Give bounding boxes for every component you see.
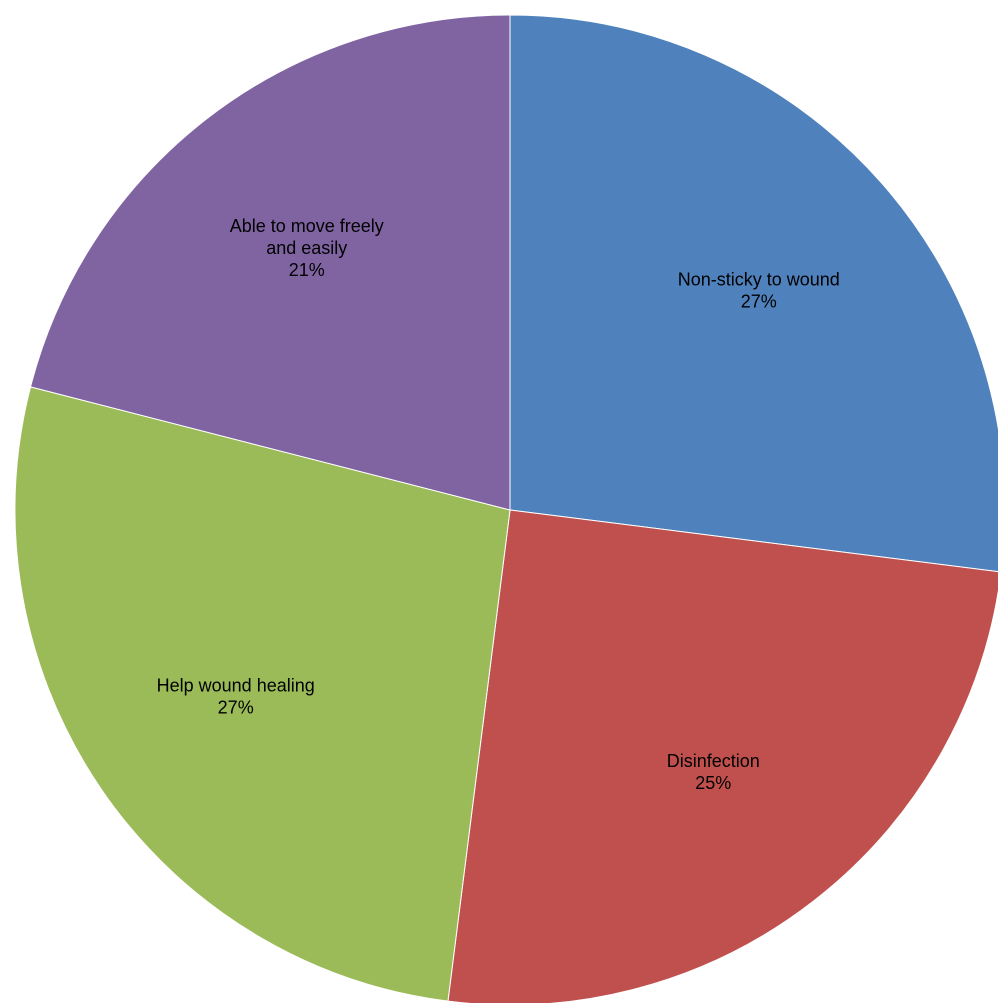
pie-slice-non-sticky-to-wound <box>509 14 998 573</box>
pie-slice-help-wound-healing <box>14 386 511 1002</box>
pie-slice-able-to-move-freely-and-easily <box>29 14 511 511</box>
pie-label-help-wound-healing: Help wound healing 27% <box>157 675 315 717</box>
pie-label-non-sticky-to-wound: Non-sticky to wound 27% <box>678 270 840 312</box>
pie-category-label: Able to move freely <box>230 216 384 236</box>
pie-slice-disinfection <box>447 509 998 1003</box>
pie-slices <box>14 14 998 1003</box>
pie-category-label: and easily <box>266 238 347 258</box>
pie-category-label: Help wound healing <box>157 675 315 695</box>
pie-category-label: Non-sticky to wound <box>678 270 840 290</box>
pie-percent-label: 27% <box>218 697 254 717</box>
pie-category-label: Disinfection <box>667 751 760 771</box>
pie-percent-label: 21% <box>289 260 325 280</box>
pie-label-able-to-move-freely-and-easily: Able to move freely and easily 21% <box>230 216 384 280</box>
pie-label-disinfection: Disinfection 25% <box>667 751 760 793</box>
pie-labels: Non-sticky to wound 27%Disinfection 25%Hel… <box>157 216 840 793</box>
pie-percent-label: 27% <box>741 292 777 312</box>
pie-percent-label: 25% <box>695 773 731 793</box>
